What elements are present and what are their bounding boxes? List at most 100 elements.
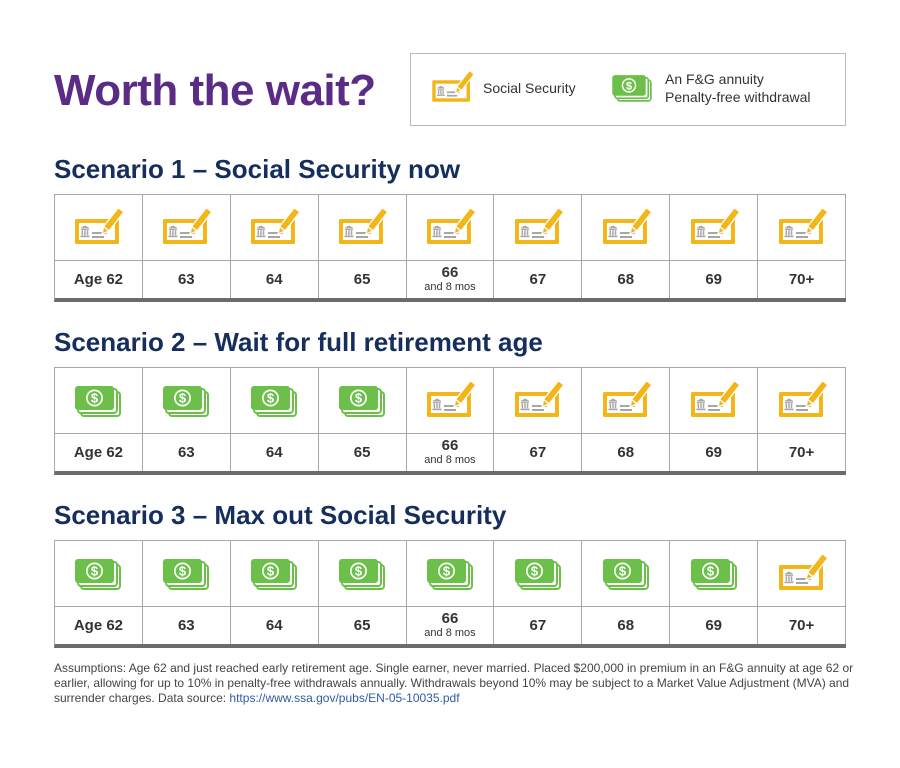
legend-item-annuity: $ An F&G annuity Penalty-free withdrawal [609,70,811,106]
social-security-check-icon [602,379,652,417]
social-security-check-icon [602,206,652,244]
age-column: Age 62 [55,195,143,298]
social-security-check-icon [514,206,564,244]
icon-cell [758,541,845,607]
icon-cell: $ [142,368,230,434]
age-label-cell: 66 and 8 mos [407,607,494,644]
icon-cell [494,195,582,261]
age-label: 66 [441,610,459,627]
scenario-title: Scenario 1 – Social Security now [54,154,461,184]
svg-text:$: $ [707,563,715,578]
scenario-3: Scenario 3 – Max out Social Security $ Ag… [54,498,846,648]
data-source-link[interactable]: https://www.ssa.gov/pubs/EN-05-10035.pdf [229,691,460,705]
svg-text:$: $ [443,563,451,578]
age-label-cell: 64 [231,261,318,298]
age-label-cell: 69 [670,434,757,471]
icon-cell: $ [406,541,494,607]
svg-text:$: $ [267,390,275,405]
icon-cell [758,195,845,261]
svg-text:$: $ [355,563,363,578]
annuity-cash-icon: $ [75,385,122,417]
icon-cell: $ [55,541,142,607]
icon-cell: $ [670,541,758,607]
age-label-cell: 64 [231,607,318,644]
age-label-cell: 65 [319,434,406,471]
annuity-cash-icon: $ [163,558,210,590]
icon-cell [230,195,318,261]
social-security-check-icon [778,552,828,590]
age-label-cell: 67 [494,434,581,471]
age-label-cell: 69 [670,261,757,298]
icon-cell [758,368,845,434]
age-label-cell: 65 [319,607,406,644]
age-label-cell: 64 [231,434,318,471]
age-label-cell: 63 [143,261,230,298]
age-column: $66 and 8 mos [406,541,495,644]
icon-cell [318,195,406,261]
age-label-cell: 70+ [758,607,845,644]
page-title: Worth the wait? [54,66,376,115]
age-label: 70+ [788,443,815,461]
icon-cell [582,195,670,261]
annuity-cash-icon: $ [339,385,386,417]
legend-annuity-line2: Penalty-free withdrawal [665,89,811,105]
age-label: 68 [617,443,635,461]
age-label-cell: 66 and 8 mos [407,261,494,298]
icon-cell: $ [494,541,582,607]
age-column: $69 [670,541,759,644]
age-column: 65 [318,195,407,298]
legend-item-social-security: Social Security [429,70,576,106]
age-label: 65 [353,616,371,634]
age-column: 70+ [758,368,846,471]
age-label-cell: 63 [143,607,230,644]
age-sublabel: and 8 mos [424,454,476,466]
age-column: 69 [670,368,759,471]
scenario-2: Scenario 2 – Wait for full retirement ag… [54,325,846,475]
age-label: 70+ [788,616,815,634]
svg-text:$: $ [619,563,627,578]
age-column: 63 [142,195,231,298]
age-column: 64 [230,195,319,298]
icon-cell [670,195,758,261]
age-column: 69 [670,195,759,298]
age-label: 69 [705,443,722,461]
age-column: $ Age 62 [55,368,143,471]
age-label-cell: Age 62 [55,434,142,471]
age-timeline-grid: $ Age 62 $63 $64 $65 66 and [54,367,846,475]
icon-cell [142,195,230,261]
annuity-cash-icon: $ [690,558,737,590]
svg-text:$: $ [531,563,539,578]
age-label: 64 [265,616,283,634]
icon-cell [494,368,582,434]
social-security-check-icon [690,379,740,417]
age-label-cell: 68 [582,434,669,471]
age-column: $63 [142,541,231,644]
age-timeline-grid: $ Age 62 $63 $64 $65 $66 and 8 mos [54,540,846,648]
age-label-cell: 65 [319,261,406,298]
age-label: 67 [529,270,547,288]
icon-cell: $ [55,368,142,434]
social-security-check-icon [432,70,475,102]
icon-cell: $ [582,541,670,607]
icon-cell: $ [318,368,406,434]
social-security-check-icon [163,206,213,244]
social-security-check-icon [690,206,740,244]
svg-text:$: $ [179,390,187,405]
age-column: 67 [494,195,583,298]
annuity-cash-icon: $ [426,558,473,590]
legend-label-social-security: Social Security [483,80,576,96]
age-label: 66 [441,437,459,454]
age-label-cell: 68 [582,607,669,644]
age-label: Age 62 [73,616,124,634]
annuity-cash-icon: $ [339,558,386,590]
age-label-cell: Age 62 [55,607,142,644]
age-label-cell: 67 [494,261,581,298]
age-label: 64 [265,443,283,461]
annuity-cash-icon: $ [163,385,210,417]
age-column: $65 [318,368,407,471]
legend: Social Security $ An F&G annuity Penalty… [410,53,846,126]
icon-cell [55,195,142,261]
age-label-cell: 69 [670,607,757,644]
age-column: 66 and 8 mos [406,195,495,298]
age-column: $65 [318,541,407,644]
